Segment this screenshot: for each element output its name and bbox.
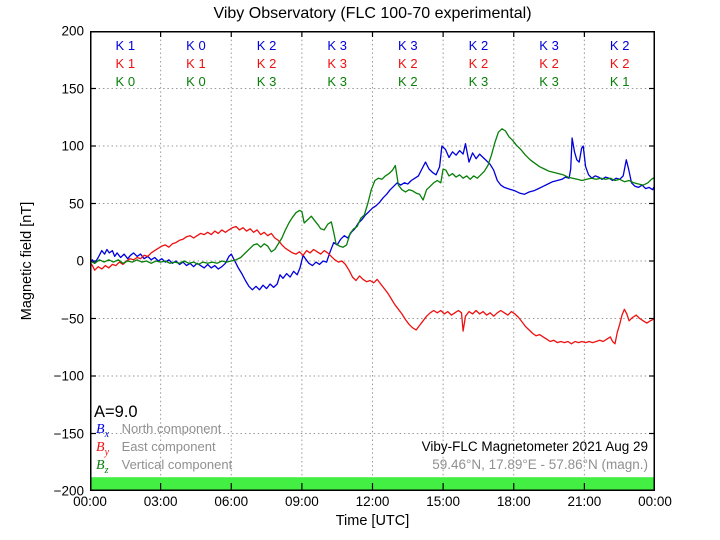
k-index-value: K 3 [468, 74, 489, 89]
k-index-value: K 0 [186, 38, 206, 53]
x-tick-label: 15:00 [426, 494, 461, 509]
x-tick-label: 12:00 [355, 494, 390, 509]
by-symbol-icon: By [96, 440, 110, 458]
y-tick-label: −50 [61, 311, 84, 326]
plot-frame [90, 31, 655, 491]
legend-label-north: North component [121, 421, 222, 436]
k-index-value: K 2 [398, 56, 418, 71]
k-index-value: K 2 [609, 38, 630, 53]
k-index-value: K 3 [327, 74, 347, 89]
k-index-value: K 2 [468, 56, 489, 71]
x-tick-label: 18:00 [496, 494, 531, 509]
x-tick-label: 00:00 [638, 494, 672, 509]
a-index-label: A=9.0 [94, 403, 138, 421]
legend-item-bx: Bx North component [96, 420, 232, 440]
x-tick-label: 06:00 [214, 494, 249, 509]
k-index-value: K 2 [256, 56, 277, 71]
series-bz-line [89, 128, 656, 266]
legend-label-east: East component [121, 439, 216, 454]
bx-symbol-icon: Bx [96, 422, 110, 440]
legend-label-vertical: Vertical component [121, 457, 233, 472]
k-index-value: K 2 [609, 56, 630, 71]
k-index-value: K 0 [186, 74, 206, 89]
y-tick-label: 50 [68, 196, 84, 211]
legend-item-bz: Bz Vertical component [96, 456, 233, 476]
k-index-value: K 3 [327, 38, 347, 53]
k-index-value: K 3 [256, 74, 277, 89]
y-tick-label: −100 [53, 368, 84, 384]
x-tick-label: 03:00 [143, 494, 178, 509]
annotation-station-date: Viby-FLC Magnetometer 2021 Aug 29 [421, 439, 648, 454]
series-bx-line [89, 137, 656, 291]
k-index-value: K 2 [539, 56, 559, 71]
k-index-value: K 1 [115, 38, 136, 53]
y-tick-label: 200 [61, 23, 84, 39]
x-tick-label: 21:00 [567, 494, 602, 509]
y-tick-label: −200 [53, 483, 84, 499]
legend-item-by: By East component [96, 438, 232, 458]
magnetogram-plot [89, 30, 656, 492]
legend: Bx North component By East component Bz … [96, 420, 233, 476]
plot-area [89, 30, 656, 492]
annotation-coordinates: 59.46°N, 17.89°E - 57.86°N (magn.) [432, 457, 648, 472]
k-index-value: K 0 [115, 74, 136, 89]
k-index-value: K 2 [256, 38, 277, 53]
x-tick-label: 09:00 [284, 494, 319, 509]
y-tick-label: −150 [53, 426, 84, 441]
y-tick-label: 100 [61, 138, 84, 154]
k-index-value: K 3 [539, 74, 559, 89]
y-tick-label: 150 [61, 81, 84, 96]
k-index-value: K 2 [398, 74, 418, 89]
x-tick-label: 00:00 [73, 494, 107, 509]
series-by-line [89, 225, 656, 345]
k-index-value: K 3 [539, 38, 559, 53]
y-tick-label: 0 [76, 253, 84, 269]
k-index-value: K 3 [327, 56, 347, 71]
k-index-value: K 1 [115, 56, 136, 71]
station-annotation: Viby-FLC Magnetometer 2021 Aug 29 59.46°… [422, 438, 648, 474]
k-index-value: K 1 [609, 74, 630, 89]
bz-symbol-icon: Bz [96, 458, 109, 476]
k-index-value: K 1 [186, 56, 206, 71]
k-index-value: K 2 [468, 38, 489, 53]
k-index-value: K 3 [398, 38, 418, 53]
x-axis-label: Time [UTC] [335, 513, 410, 529]
chart-title: Viby Observatory (FLC 100-70 experimenta… [213, 5, 532, 22]
